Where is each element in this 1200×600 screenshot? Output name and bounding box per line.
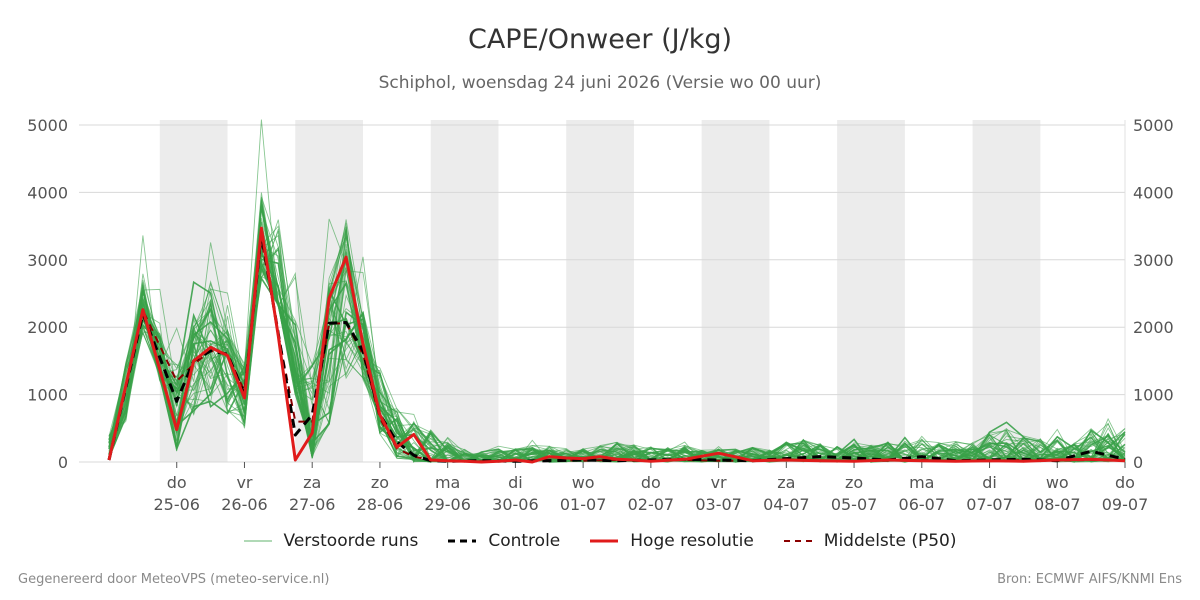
x-tick-day: wo [1046,473,1069,492]
legend-item-ens[interactable]: Verstoorde runs [243,531,419,551]
x-tick-day: vr [236,473,252,492]
legend-item-p50[interactable]: Middelste (P50) [783,531,957,551]
x-tick-day: vr [711,473,727,492]
chart-title: CAPE/Onweer (J/kg) [467,24,732,55]
legend-label-hires: Hoge resolutie [630,531,754,551]
x-tick-date: 08-07 [1034,495,1081,514]
y-tick-label-left: 3000 [27,251,68,270]
x-tick-day: za [303,473,321,492]
x-tick-date: 07-07 [966,495,1013,514]
x-tick-date: 25-06 [153,495,200,514]
x-tick-date: 04-07 [763,495,810,514]
legend-swatch-controle [448,539,477,543]
x-tick-day: ma [435,473,460,492]
footer-source: Bron: ECMWF AIFS/KNMI Ens [997,572,1182,587]
y-tick-label-right: 5000 [1133,116,1174,135]
legend-item-hires[interactable]: Hoge resolutie [590,531,754,551]
x-tick-day: di [982,473,997,492]
x-tick-date: 28-06 [357,495,404,514]
footer-generator: Gegenereerd door MeteoVPS (meteo-service… [18,572,330,587]
x-tick-date: 06-07 [899,495,946,514]
ensemble-member-line [108,221,1126,463]
y-tick-label-right: 2000 [1133,318,1174,337]
night-band-3 [566,120,634,462]
x-tick-date: 02-07 [628,495,675,514]
x-tick-date: 27-06 [289,495,336,514]
chart-subtitle: Schiphol, woensdag 24 juni 2026 (Versie … [378,73,822,93]
series-line-hires [107,226,1126,464]
x-tick-day: wo [572,473,595,492]
night-band-4 [701,120,770,462]
x-tick-day: ma [909,473,934,492]
legend-swatch-ens [243,540,272,542]
legend-label-ens: Verstoorde runs [283,531,419,551]
x-tick-date: 26-06 [221,495,268,514]
y-tick-label-right: 3000 [1133,251,1174,270]
y-tick-label-left: 5000 [27,116,68,135]
legend-swatch-p50 [783,540,812,542]
x-tick-day: do [641,473,661,492]
x-tick-day: do [167,473,187,492]
x-tick-day: zo [371,473,389,492]
legend-label-p50: Middelste (P50) [823,531,957,551]
legend-label-controle: Controle [488,531,561,551]
ensemble-member-line [108,208,1126,463]
x-tick-date: 09-07 [1102,495,1149,514]
x-tick-day: di [508,473,523,492]
ensemble-member-line [108,245,1126,463]
ensemble-member-line [108,246,1126,463]
y-tick-label-left: 1000 [27,386,68,405]
x-tick-date: 03-07 [695,495,742,514]
y-tick-label-left: 2000 [27,318,68,337]
night-band-5 [837,120,905,462]
chart-legend: Verstoorde runs Controle Hoge resolutie … [0,531,1200,551]
night-band-6 [972,120,1041,462]
legend-item-controle[interactable]: Controle [448,531,560,551]
x-tick-date: 05-07 [831,495,878,514]
night-band-2 [430,120,499,462]
legend-swatch-hires [590,539,619,543]
y-tick-label-right: 4000 [1133,183,1174,202]
x-tick-date: 01-07 [560,495,607,514]
x-tick-day: do [1115,473,1135,492]
y-tick-label-left: 4000 [27,183,68,202]
x-tick-day: za [777,473,795,492]
x-tick-date: 30-06 [492,495,539,514]
y-tick-label-left: 0 [58,453,68,472]
ensemble-member-line [108,199,1126,462]
y-tick-label-right: 0 [1133,453,1143,472]
x-tick-day: zo [845,473,863,492]
x-tick-date: 29-06 [424,495,471,514]
y-tick-label-right: 1000 [1133,386,1174,405]
